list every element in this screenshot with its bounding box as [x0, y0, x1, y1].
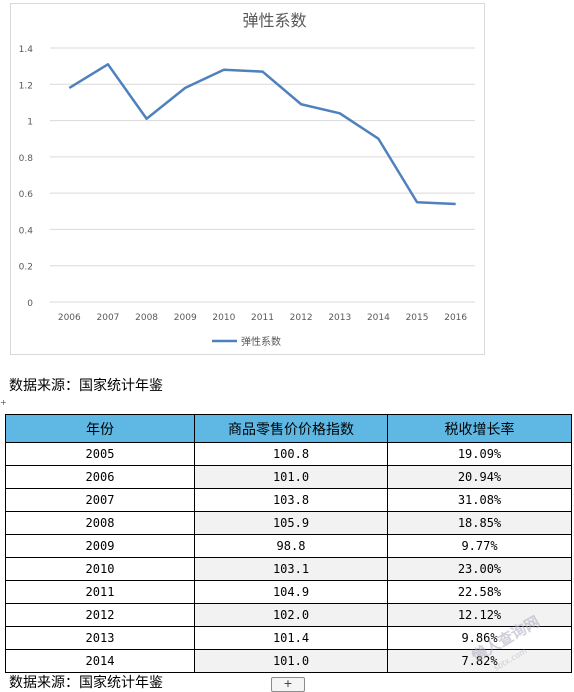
table-anchor-icon: + — [0, 398, 7, 407]
cell-year: 2008 — [5, 511, 195, 535]
cell-year: 2009 — [5, 534, 195, 558]
x-tick-label: 2009 — [174, 313, 197, 323]
x-tick-label: 2014 — [367, 313, 390, 323]
x-tick-label: 2008 — [135, 313, 158, 323]
table-header-row: 年份 商品零售价价格指数 税收增长率 — [5, 414, 572, 443]
cell-retail-index: 98.8 — [194, 534, 388, 558]
x-tick-label: 2013 — [328, 313, 351, 323]
cell-tax-growth: 9.77% — [387, 534, 572, 558]
data-table: 年份 商品零售价价格指数 税收增长率 2005 100.8 19.09% 2006 10… — [5, 414, 572, 673]
y-tick-label: 0 — [27, 299, 33, 309]
cell-retail-index: 102.0 — [194, 603, 388, 627]
cell-tax-growth: 9.86% — [387, 626, 572, 650]
cell-tax-growth: 7.82% — [387, 649, 572, 673]
x-tick-label: 2010 — [212, 313, 235, 323]
cell-retail-index: 103.1 — [194, 557, 388, 581]
cell-year: 2005 — [5, 442, 195, 466]
cell-year: 2007 — [5, 488, 195, 512]
cell-year: 2006 — [5, 465, 195, 489]
add-button[interactable]: + — [271, 677, 305, 692]
cell-tax-growth: 12.12% — [387, 603, 572, 627]
x-tick-label: 2006 — [58, 313, 81, 323]
cell-retail-index: 104.9 — [194, 580, 388, 604]
cell-retail-index: 105.9 — [194, 511, 388, 535]
table-row: 2005 100.8 19.09% — [5, 442, 572, 466]
column-header-retail-index: 商品零售价价格指数 — [194, 414, 388, 443]
cell-year: 2010 — [5, 557, 195, 581]
cell-tax-growth: 31.08% — [387, 488, 572, 512]
y-tick-label: 0.6 — [19, 190, 34, 200]
cell-retail-index: 101.4 — [194, 626, 388, 650]
cell-tax-growth: 19.09% — [387, 442, 572, 466]
cell-tax-growth: 22.58% — [387, 580, 572, 604]
source-note-bottom: 数据来源：国家统计年鉴 — [9, 675, 163, 691]
table-row: 2007 103.8 31.08% — [5, 488, 572, 512]
y-tick-label: 1.2 — [19, 81, 33, 91]
cell-retail-index: 100.8 — [194, 442, 388, 466]
y-tick-label: 1.4 — [19, 45, 34, 55]
y-tick-label: 0.8 — [19, 154, 34, 164]
x-tick-label: 2011 — [251, 313, 274, 323]
table-row: 2008 105.9 18.85% — [5, 511, 572, 535]
x-tick-label: 2016 — [444, 313, 467, 323]
x-tick-label: 2007 — [97, 313, 120, 323]
x-tick-label: 2012 — [290, 313, 313, 323]
cell-retail-index: 101.0 — [194, 465, 388, 489]
table-row: 2013 101.4 9.86% — [5, 626, 572, 650]
x-tick-label: 2015 — [406, 313, 429, 323]
table-row: 2011 104.9 22.58% — [5, 580, 572, 604]
cell-retail-index: 101.0 — [194, 649, 388, 673]
chart-title: 弹性系数 — [242, 11, 306, 30]
y-tick-label: 1 — [27, 118, 33, 128]
table-row: 2009 98.8 9.77% — [5, 534, 572, 558]
table-row: 2012 102.0 12.12% — [5, 603, 572, 627]
cell-year: 2011 — [5, 580, 195, 604]
series-line — [68, 63, 456, 206]
table-row: 2010 103.1 23.00% — [5, 557, 572, 581]
cell-year: 2013 — [5, 626, 195, 650]
cell-tax-growth: 18.85% — [387, 511, 572, 535]
table-row: 2014 101.0 7.82% — [5, 649, 572, 673]
cell-tax-growth: 23.00% — [387, 557, 572, 581]
cell-year: 2012 — [5, 603, 195, 627]
column-header-year: 年份 — [5, 414, 195, 443]
line-chart: 弹性系数 0 0.2 0.4 0.6 0.8 1 1.2 1.4 2006 2007 2008 2009… — [19, 11, 475, 348]
legend-label: 弹性系数 — [241, 335, 281, 348]
chart-frame: 弹性系数 0 0.2 0.4 0.6 0.8 1 1.2 1.4 2006 2007 2008 2009… — [10, 3, 485, 355]
y-tick-label: 0.2 — [19, 263, 33, 273]
source-note-top: 数据来源：国家统计年鉴 — [9, 378, 163, 394]
cell-tax-growth: 20.94% — [387, 465, 572, 489]
table-row: 2006 101.0 20.94% — [5, 465, 572, 489]
cell-year: 2014 — [5, 649, 195, 673]
column-header-tax-growth: 税收增长率 — [387, 414, 572, 443]
y-tick-label: 0.4 — [19, 226, 34, 236]
cell-retail-index: 103.8 — [194, 488, 388, 512]
